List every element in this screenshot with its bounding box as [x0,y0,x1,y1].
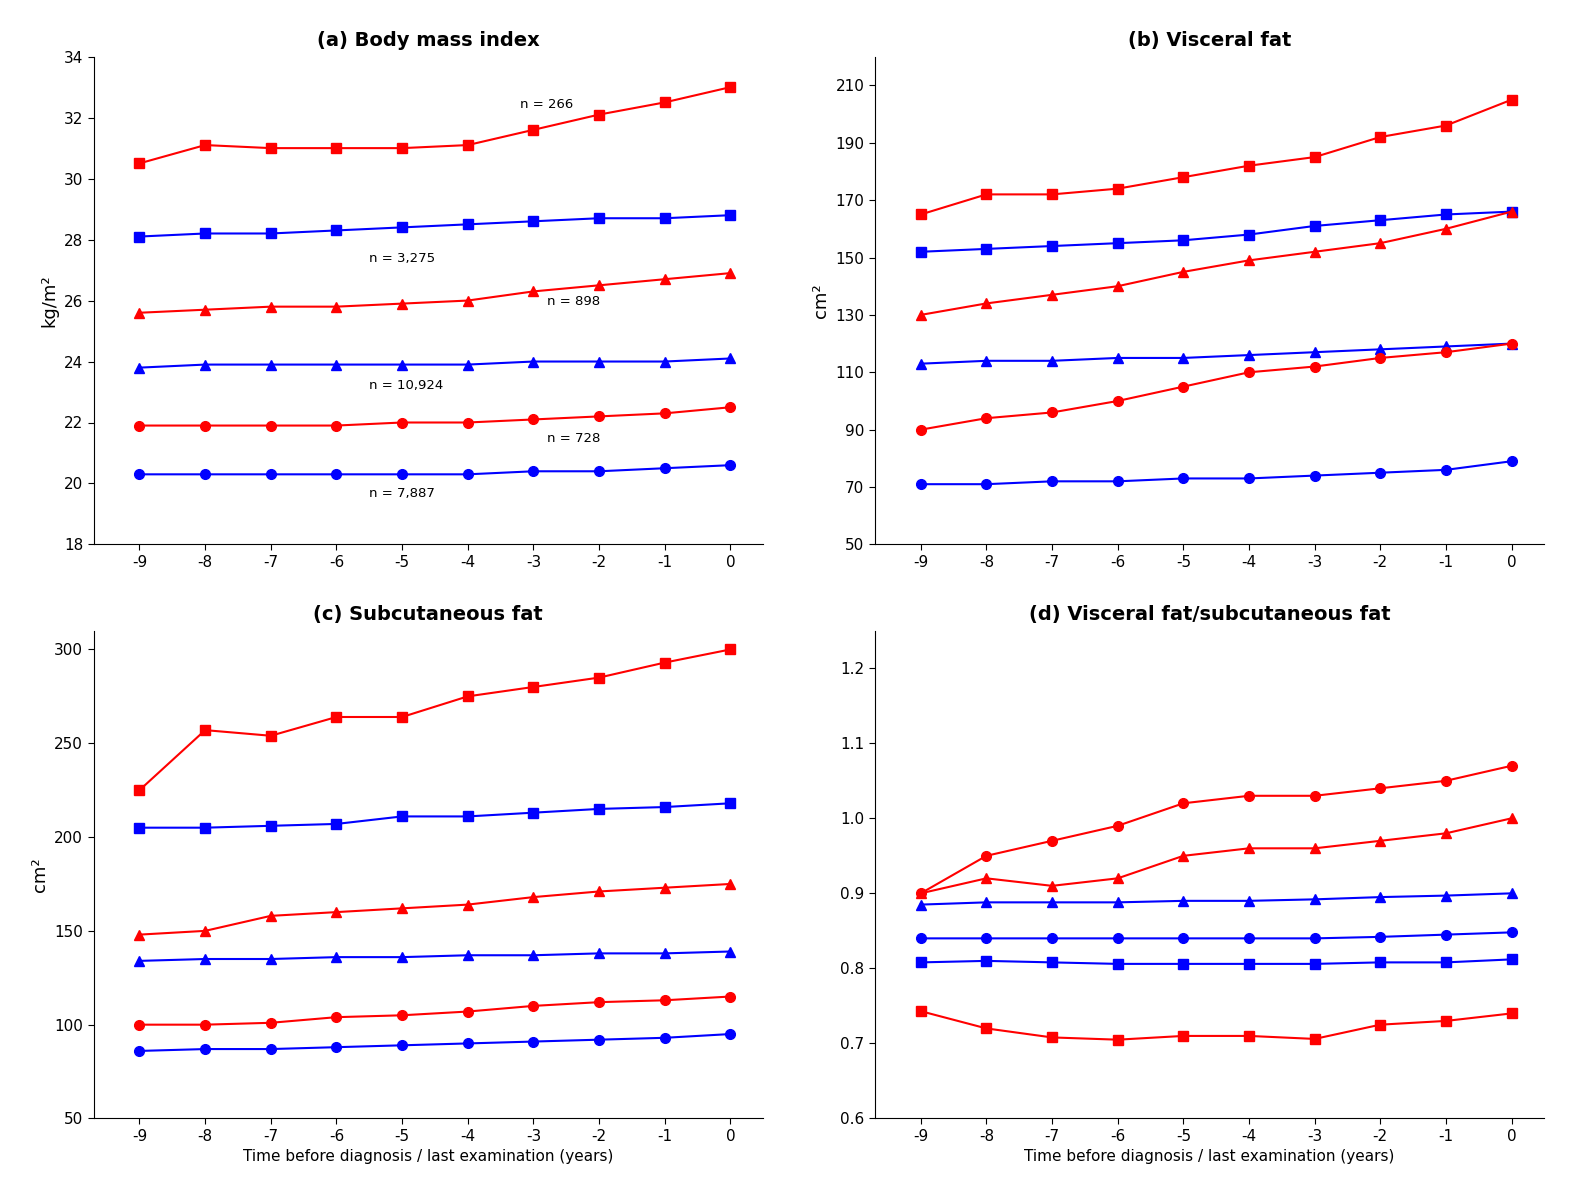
Title: (d) Visceral fat/subcutaneous fat: (d) Visceral fat/subcutaneous fat [1028,605,1391,624]
Y-axis label: cm²: cm² [30,857,49,891]
Text: n = 10,924: n = 10,924 [369,379,444,392]
Text: n = 728: n = 728 [547,433,600,446]
Text: n = 898: n = 898 [547,295,600,308]
Title: (b) Visceral fat: (b) Visceral fat [1128,31,1292,49]
X-axis label: Time before diagnosis / last examination (years): Time before diagnosis / last examination… [243,1150,614,1164]
Text: n = 7,887: n = 7,887 [369,488,435,501]
Text: n = 266: n = 266 [520,98,573,111]
Y-axis label: cm²: cm² [811,283,830,318]
X-axis label: Time before diagnosis / last examination (years): Time before diagnosis / last examination… [1024,1150,1395,1164]
Y-axis label: kg/m²: kg/m² [41,274,58,327]
Title: (a) Body mass index: (a) Body mass index [317,31,540,49]
Title: (c) Subcutaneous fat: (c) Subcutaneous fat [313,605,543,624]
Text: n = 3,275: n = 3,275 [369,252,435,265]
